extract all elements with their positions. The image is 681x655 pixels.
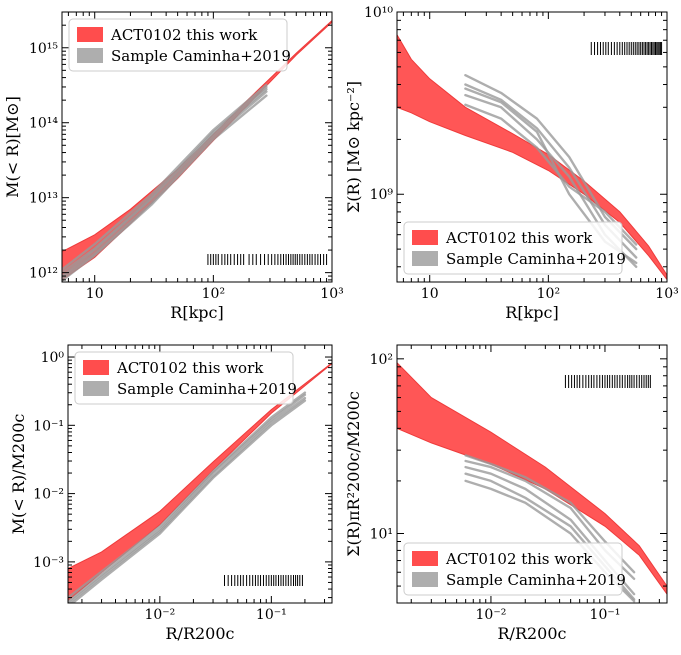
y-tick-label: 10¹² [29, 266, 58, 282]
y-tick-label: 10⁻³ [33, 555, 64, 571]
y-tick-label: 10¹³ [29, 191, 58, 207]
y-tick-label: 10⁻¹ [33, 418, 64, 434]
sample-line-4 [464, 103, 638, 246]
legend-box [403, 542, 623, 596]
legend-swatch-act0102 [77, 27, 103, 42]
legend-label-act0102: ACT0102 this work [116, 359, 264, 377]
legend-box [403, 221, 623, 275]
y-tick-label: 10⁻² [33, 487, 64, 503]
x-tick-label: 10² [537, 286, 560, 302]
panel-surface-density-vs-radius: 10 10² 10³ 10⁹ 10¹⁰ R[kpc] Σ(R) [M⊙ kpc⁻²] ACT0… [344, 5, 679, 322]
panel-normalized-surface-density: 10⁻² 10⁻¹ 10¹ 10² R/R200c Σ(R)πR²200c/M200c AC… [344, 344, 668, 643]
x-axis-label: R/R200c [498, 624, 567, 643]
sample-line-3 [62, 83, 268, 271]
y-tick-label: 10¹⁵ [29, 41, 58, 57]
legend-label-sample: Sample Caminha+2019 [111, 47, 291, 65]
axes-frame [396, 344, 668, 604]
y-tick-label: 10¹⁴ [29, 116, 58, 132]
rug-ticks [207, 254, 328, 265]
y-tick-label: 10⁹ [370, 187, 394, 203]
x-tick-label: 10³ [320, 286, 343, 302]
legend-label-sample: Sample Caminha+2019 [446, 571, 626, 589]
y-axis-label: M(< R)[M⊙] [3, 96, 22, 198]
x-tick-label: 10⁻² [476, 607, 507, 623]
sample-line-1 [68, 393, 307, 603]
axes-frame [61, 11, 333, 283]
panel-mass-vs-radius: 10 10² 10³ 10¹² 10¹³ 10¹⁴ 10¹⁵ R[kpc] M(< R)[M⊙]… [3, 11, 344, 322]
panel-normalized-mass: 10⁻² 10⁻¹ 10⁻³ 10⁻² 10⁻¹ 10⁰ R/R200c M(< R)/M20… [9, 344, 333, 643]
x-tick-label: 10⁻¹ [256, 607, 287, 623]
sample-line-2 [62, 90, 268, 280]
rug-ticks [223, 575, 303, 586]
legend-swatch-sample [412, 572, 438, 587]
sample-line-4 [62, 88, 268, 278]
x-tick-label: 10 [421, 286, 439, 302]
legend-label-act0102: ACT0102 this work [110, 26, 258, 44]
rug-ticks [590, 42, 663, 55]
legend: ACT0102 this work Sample Caminha+2019 [68, 18, 291, 72]
legend-label-act0102: ACT0102 this work [445, 550, 593, 568]
sample-line-5 [62, 94, 268, 282]
sample-line-2 [68, 396, 307, 603]
y-axis-label: Σ(R)πR²200c/M200c [344, 391, 363, 557]
y-tick-label: 10⁰ [41, 350, 65, 366]
y-tick-label: 10¹⁰ [364, 5, 393, 21]
sample-line-4 [70, 399, 307, 603]
legend-swatch-act0102 [83, 360, 109, 375]
rug-ticks [564, 375, 651, 388]
legend-label-act0102: ACT0102 this work [445, 229, 593, 247]
y-axis-label: Σ(R) [M⊙ kpc⁻²] [344, 81, 363, 213]
plot-area [68, 362, 332, 603]
act0102-band [397, 361, 667, 595]
legend-box [74, 351, 294, 405]
legend: ACT0102 this work Sample Caminha+2019 [74, 351, 297, 405]
legend-swatch-act0102 [412, 551, 438, 566]
act0102-band [397, 33, 667, 281]
x-axis-label: R[kpc] [170, 303, 223, 322]
y-tick-label: 10¹ [370, 526, 393, 542]
x-axis-label: R[kpc] [505, 303, 558, 322]
legend-box [68, 18, 288, 72]
y-tick-label: 10² [370, 352, 393, 368]
legend-swatch-sample [77, 48, 103, 63]
plot-area [62, 19, 332, 282]
legend-swatch-sample [412, 251, 438, 266]
legend-label-sample: Sample Caminha+2019 [446, 250, 626, 268]
legend: ACT0102 this work Sample Caminha+2019 [403, 221, 626, 275]
x-tick-label: 10⁻² [144, 607, 175, 623]
y-axis-label: M(< R)/M200c [9, 414, 28, 535]
axes-frame [396, 11, 668, 283]
legend: ACT0102 this work Sample Caminha+2019 [403, 542, 626, 596]
x-axis-label: R/R200c [166, 624, 235, 643]
x-tick-label: 10⁻¹ [590, 607, 621, 623]
axes-frame [67, 344, 333, 604]
sample-line-3 [68, 391, 307, 599]
x-tick-label: 10² [202, 286, 225, 302]
legend-label-sample: Sample Caminha+2019 [117, 380, 297, 398]
x-tick-label: 10³ [655, 286, 678, 302]
legend-swatch-act0102 [412, 230, 438, 245]
legend-swatch-sample [83, 381, 109, 396]
x-tick-label: 10 [86, 286, 104, 302]
